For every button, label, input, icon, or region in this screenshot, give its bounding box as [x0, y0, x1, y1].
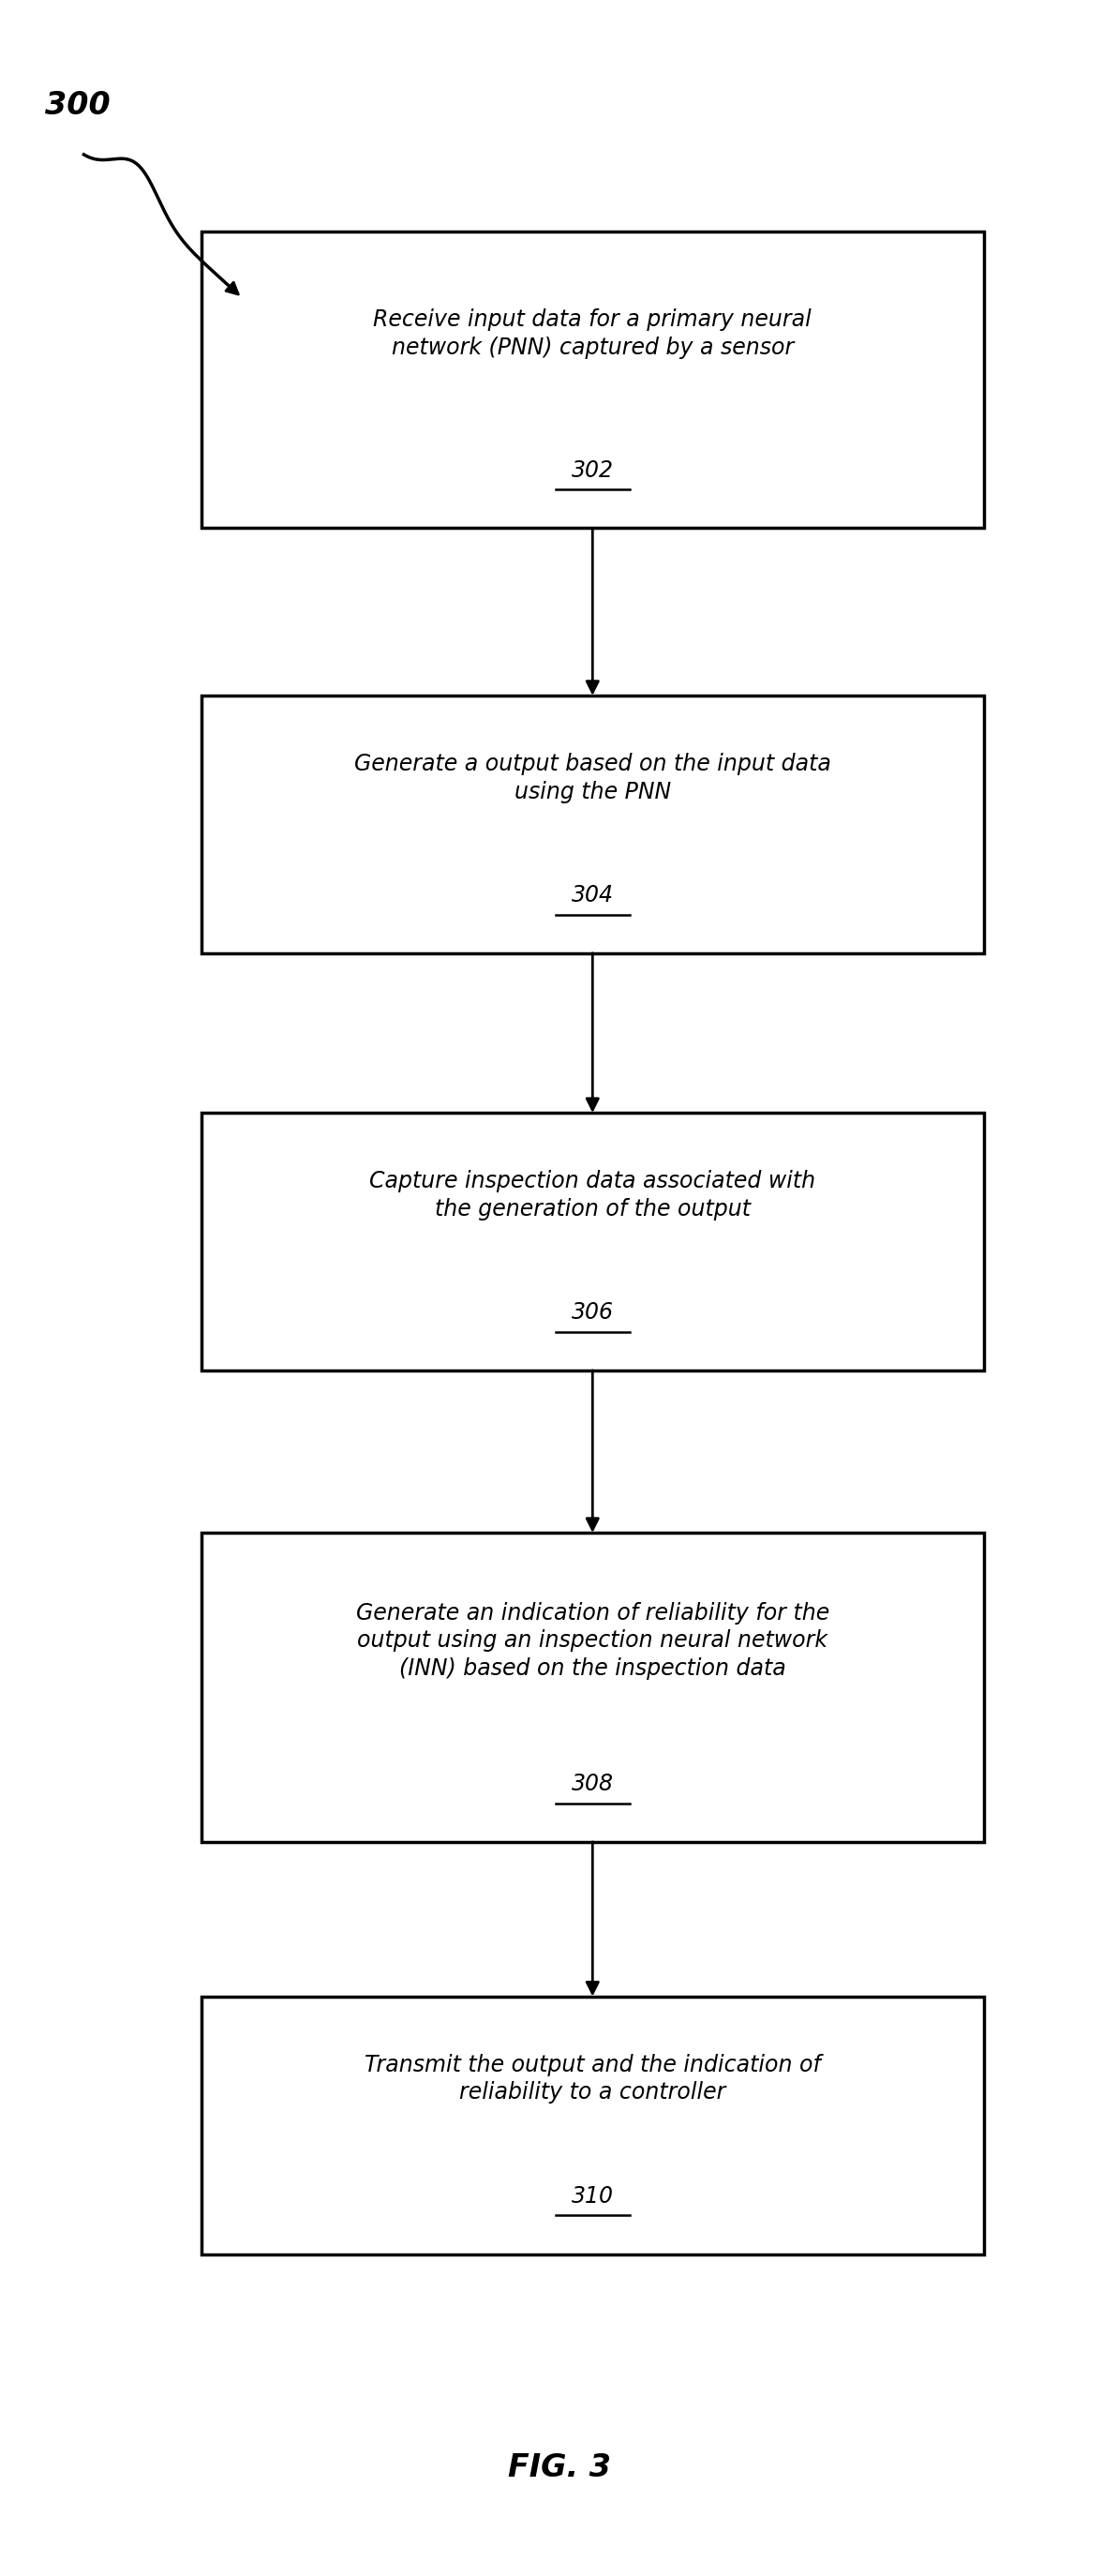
FancyBboxPatch shape: [201, 1996, 984, 2254]
FancyBboxPatch shape: [201, 696, 984, 953]
Text: FIG. 3: FIG. 3: [508, 2452, 610, 2483]
FancyBboxPatch shape: [201, 232, 984, 528]
FancyBboxPatch shape: [201, 1533, 984, 1842]
FancyBboxPatch shape: [201, 1113, 984, 1370]
Text: 308: 308: [571, 1772, 614, 1795]
Text: Generate an indication of reliability for the
output using an inspection neural : Generate an indication of reliability fo…: [356, 1602, 830, 1680]
Text: 304: 304: [571, 884, 614, 907]
Text: 310: 310: [571, 2184, 614, 2208]
Text: 302: 302: [571, 459, 614, 482]
Text: Transmit the output and the indication of
reliability to a controller: Transmit the output and the indication o…: [364, 2053, 821, 2105]
Text: 300: 300: [45, 90, 110, 121]
Text: Receive input data for a primary neural
network (PNN) captured by a sensor: Receive input data for a primary neural …: [373, 309, 812, 358]
Text: 306: 306: [571, 1301, 614, 1324]
Text: Generate a output based on the input data
using the PNN: Generate a output based on the input dat…: [354, 752, 831, 804]
Text: Capture inspection data associated with
the generation of the output: Capture inspection data associated with …: [369, 1170, 816, 1221]
